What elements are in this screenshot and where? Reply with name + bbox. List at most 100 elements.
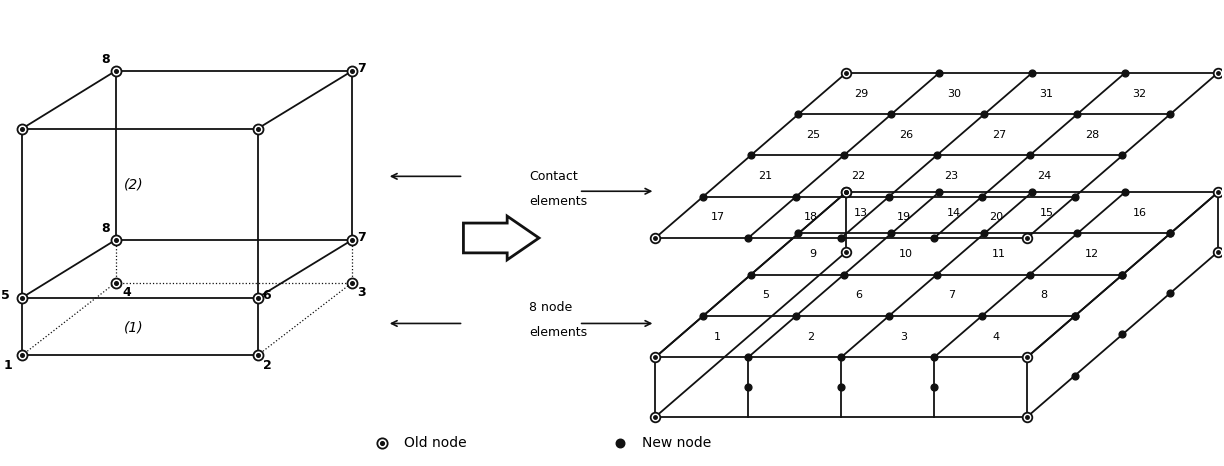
Text: 8: 8: [100, 222, 110, 235]
Point: [1208, 248, 1224, 256]
Point: [1160, 110, 1180, 118]
Text: (1): (1): [124, 321, 143, 335]
Text: 2: 2: [807, 332, 814, 342]
Point: [879, 193, 898, 200]
Point: [343, 236, 362, 244]
Text: 28: 28: [1084, 130, 1099, 140]
Point: [1065, 193, 1084, 200]
Text: 7: 7: [357, 232, 366, 245]
Text: 24: 24: [1037, 171, 1051, 181]
Point: [831, 234, 851, 242]
Point: [1208, 189, 1224, 196]
Point: [881, 110, 901, 118]
Point: [645, 354, 665, 361]
Point: [645, 234, 665, 242]
Point: [1160, 230, 1180, 237]
Point: [831, 384, 851, 391]
Point: [372, 439, 392, 446]
Point: [927, 271, 946, 279]
Point: [248, 125, 268, 132]
Point: [105, 279, 125, 287]
Text: Contact: Contact: [529, 170, 578, 183]
Point: [738, 384, 758, 391]
Point: [248, 125, 268, 132]
Point: [372, 439, 392, 446]
Point: [105, 279, 125, 287]
Point: [1017, 354, 1037, 361]
Text: (2): (2): [124, 177, 143, 191]
Text: 21: 21: [759, 171, 772, 181]
Point: [1067, 230, 1087, 237]
Point: [12, 294, 32, 302]
Point: [12, 351, 32, 359]
Point: [929, 69, 949, 77]
Point: [1208, 189, 1224, 196]
Point: [343, 279, 362, 287]
Point: [924, 354, 944, 361]
Point: [972, 193, 991, 200]
Point: [248, 351, 268, 359]
Point: [1022, 189, 1042, 196]
Point: [974, 110, 994, 118]
Point: [611, 439, 630, 446]
Point: [1208, 69, 1224, 77]
Text: 31: 31: [1039, 89, 1054, 99]
Point: [924, 234, 944, 242]
Point: [836, 248, 856, 256]
Point: [248, 294, 268, 302]
Text: 19: 19: [896, 212, 911, 222]
Point: [738, 354, 758, 361]
Point: [1017, 234, 1037, 242]
Point: [834, 271, 853, 279]
Text: 14: 14: [946, 208, 961, 218]
Text: 22: 22: [851, 171, 865, 181]
Point: [645, 413, 665, 421]
Text: Old node: Old node: [404, 436, 466, 450]
Text: 18: 18: [803, 212, 818, 222]
Text: 16: 16: [1132, 208, 1147, 218]
Point: [1065, 312, 1084, 320]
Point: [1017, 413, 1037, 421]
Point: [879, 312, 898, 320]
Text: 7: 7: [947, 290, 955, 301]
Point: [12, 125, 32, 132]
Point: [645, 413, 665, 421]
Point: [1017, 413, 1037, 421]
Point: [788, 230, 808, 237]
Point: [974, 230, 994, 237]
Point: [788, 110, 808, 118]
Point: [645, 234, 665, 242]
Point: [1160, 230, 1180, 237]
Text: 2: 2: [263, 359, 272, 372]
Text: 8: 8: [100, 53, 110, 66]
Text: 7: 7: [357, 62, 366, 75]
Point: [1017, 234, 1037, 242]
Point: [1115, 189, 1135, 196]
Text: 17: 17: [711, 212, 725, 222]
Point: [1113, 152, 1132, 159]
Point: [343, 279, 362, 287]
Point: [1208, 69, 1224, 77]
Point: [786, 312, 805, 320]
Point: [741, 152, 760, 159]
Point: [343, 67, 362, 75]
Point: [836, 69, 856, 77]
Polygon shape: [464, 216, 539, 260]
Text: 32: 32: [1132, 89, 1147, 99]
Point: [693, 312, 712, 320]
Point: [1113, 331, 1132, 338]
Text: New node: New node: [643, 436, 711, 450]
Text: 26: 26: [898, 130, 913, 140]
Text: 8 node: 8 node: [529, 301, 573, 314]
Text: 25: 25: [807, 130, 820, 140]
Text: 27: 27: [991, 130, 1006, 140]
Point: [1067, 110, 1087, 118]
Text: 3: 3: [900, 332, 907, 342]
Point: [105, 236, 125, 244]
Text: 4: 4: [122, 286, 131, 299]
Point: [248, 294, 268, 302]
Point: [831, 354, 851, 361]
Text: 4: 4: [993, 332, 1000, 342]
Text: elements: elements: [529, 326, 588, 339]
Point: [1208, 248, 1224, 256]
